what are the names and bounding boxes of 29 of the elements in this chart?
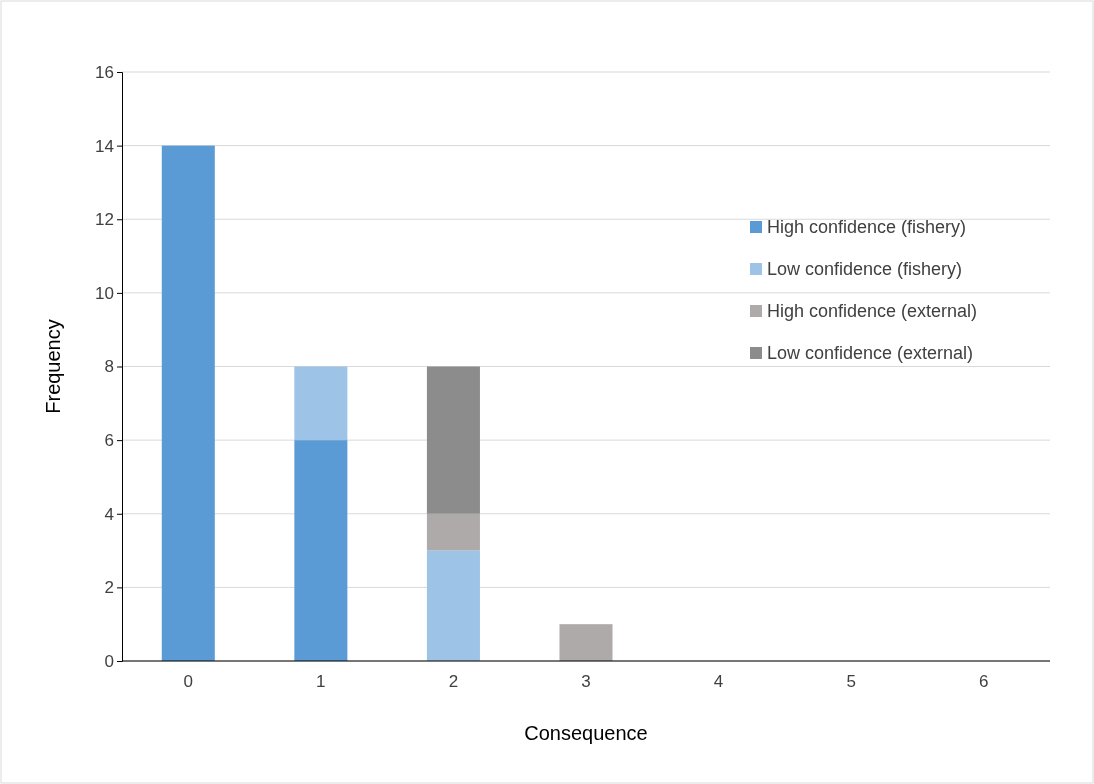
y-tick-label: 6: [104, 431, 114, 451]
bar: [426, 513, 480, 551]
y-tick-label: 16: [95, 62, 114, 82]
y-axis-title: Frequency: [42, 319, 64, 414]
x-tick-label: 3: [581, 672, 591, 692]
x-tick-label: 6: [978, 672, 989, 692]
y-tick-label: 2: [104, 578, 114, 598]
legend-label: Low confidence (external): [767, 343, 974, 363]
x-tick-label: 0: [183, 672, 194, 692]
y-tick-label: 14: [95, 136, 114, 156]
x-tick-label: 5: [846, 672, 856, 692]
x-axis-title: Consequence: [524, 722, 648, 744]
y-tick-label: 10: [95, 283, 114, 303]
y-tick-label: 8: [104, 357, 114, 377]
x-tick-label: 1: [316, 672, 326, 692]
legend-label: High confidence (external): [767, 301, 978, 321]
x-tick-label: 2: [448, 672, 459, 692]
bar: [294, 366, 348, 441]
y-tick-label: 4: [104, 504, 114, 524]
x-tick-label: 4: [713, 672, 724, 692]
bar: [294, 440, 348, 661]
bar: [426, 550, 480, 661]
y-tick-label: 12: [95, 210, 114, 230]
legend-label: High confidence (fishery): [767, 217, 967, 237]
bar: [161, 145, 215, 661]
y-tick-label: 0: [104, 651, 114, 671]
bar: [559, 624, 613, 661]
bar: [426, 366, 480, 514]
legend-label: Low confidence (fishery): [767, 259, 963, 279]
